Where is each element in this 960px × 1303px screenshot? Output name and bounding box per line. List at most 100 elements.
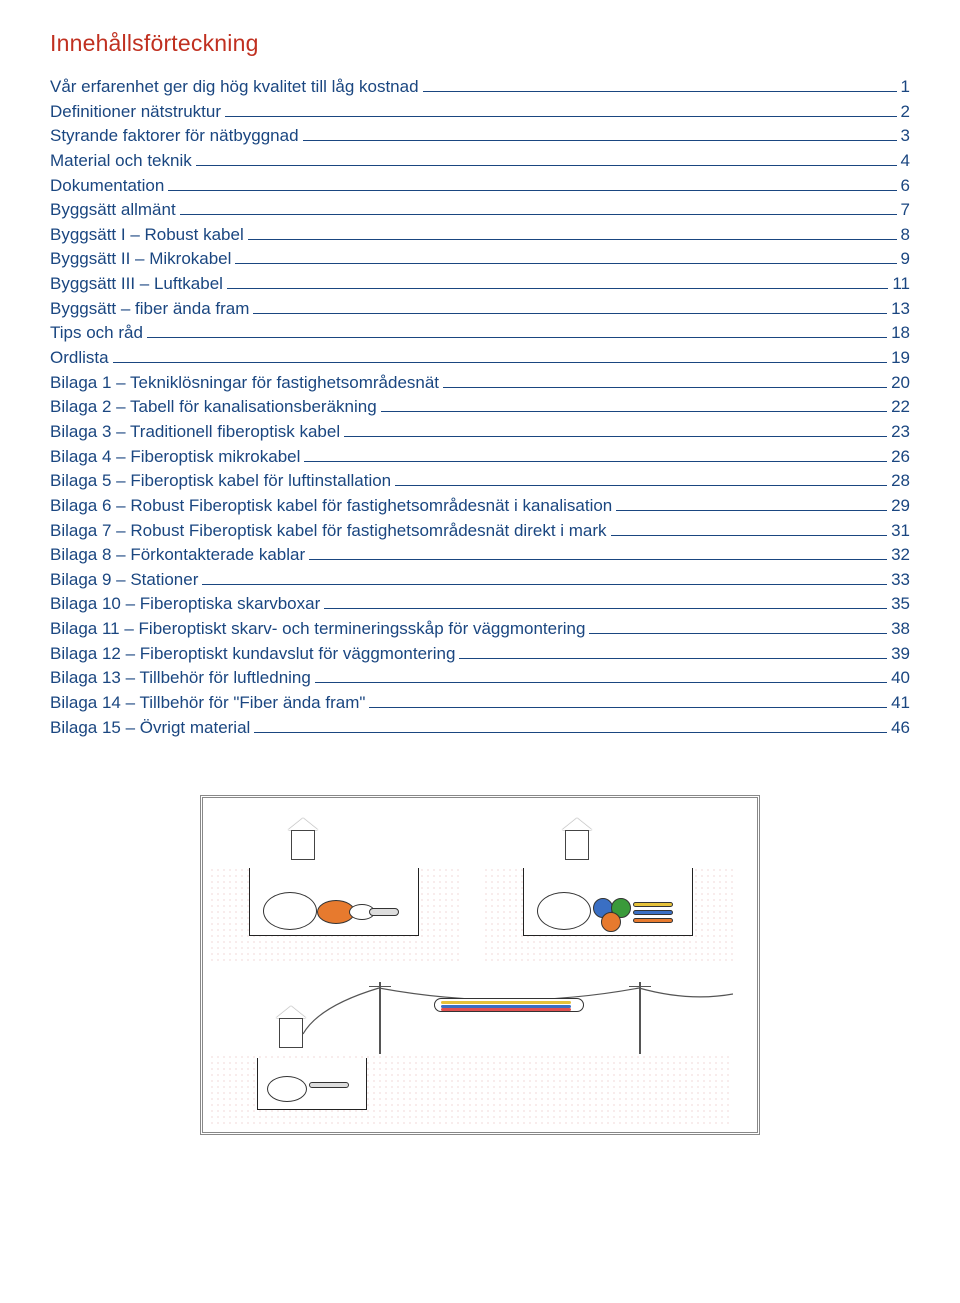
toc-entry[interactable]: Bilaga 9 – Stationer 33 bbox=[50, 568, 910, 593]
toc-entry-label: Styrande faktorer för nätbyggnad bbox=[50, 124, 299, 149]
toc-entry[interactable]: Bilaga 1 – Tekniklösningar för fastighet… bbox=[50, 371, 910, 396]
toc-leader-line bbox=[589, 619, 887, 634]
toc-entry-label: Tips och råd bbox=[50, 321, 143, 346]
toc-entry-page: 1 bbox=[901, 75, 910, 100]
toc-entry[interactable]: Material och teknik 4 bbox=[50, 149, 910, 174]
toc-entry[interactable]: Bilaga 11 – Fiberoptiskt skarv- och term… bbox=[50, 617, 910, 642]
toc-entry-page: 23 bbox=[891, 420, 910, 445]
table-of-contents: Vår erfarenhet ger dig hög kvalitet till… bbox=[50, 75, 910, 740]
toc-entry[interactable]: Bilaga 12 – Fiberoptiskt kundavslut för … bbox=[50, 642, 910, 667]
toc-entry-label: Bilaga 9 – Stationer bbox=[50, 568, 198, 593]
toc-entry[interactable]: Definitioner nätstruktur2 bbox=[50, 100, 910, 125]
toc-leader-line bbox=[147, 323, 887, 338]
toc-leader-line bbox=[254, 717, 887, 732]
toc-leader-line bbox=[611, 520, 888, 535]
toc-entry[interactable]: Styrande faktorer för nätbyggnad3 bbox=[50, 124, 910, 149]
toc-entry[interactable]: Byggsätt allmänt 7 bbox=[50, 198, 910, 223]
toc-entry-label: Bilaga 13 – Tillbehör för luftledning bbox=[50, 666, 311, 691]
toc-entry-page: 28 bbox=[891, 469, 910, 494]
toc-entry-label: Ordlista bbox=[50, 346, 109, 371]
toc-leader-line bbox=[616, 496, 887, 511]
toc-leader-line bbox=[196, 151, 897, 166]
toc-entry-label: Bilaga 5 – Fiberoptisk kabel för luftins… bbox=[50, 469, 391, 494]
toc-leader-line bbox=[225, 101, 897, 116]
toc-entry-label: Bilaga 3 – Traditionell fiberoptisk kabe… bbox=[50, 420, 340, 445]
toc-leader-line bbox=[324, 594, 887, 609]
scene-aerial bbox=[209, 976, 733, 1126]
toc-entry[interactable]: Byggsätt – fiber ända fram13 bbox=[50, 297, 910, 322]
toc-entry-page: 6 bbox=[901, 174, 910, 199]
toc-entry-page: 39 bbox=[891, 642, 910, 667]
toc-entry-label: Bilaga 1 – Tekniklösningar för fastighet… bbox=[50, 371, 439, 396]
toc-entry-label: Bilaga 10 – Fiberoptiska skarvboxar bbox=[50, 592, 320, 617]
toc-leader-line bbox=[113, 348, 888, 363]
toc-leader-line bbox=[344, 422, 887, 437]
toc-entry-label: Bilaga 12 – Fiberoptiskt kundavslut för … bbox=[50, 642, 455, 667]
toc-leader-line bbox=[443, 372, 887, 387]
toc-entry-label: Material och teknik bbox=[50, 149, 192, 174]
cabinet-icon bbox=[291, 818, 321, 860]
overhead-wire-icon bbox=[209, 976, 733, 1056]
toc-entry[interactable]: Bilaga 4 – Fiberoptisk mikrokabel26 bbox=[50, 445, 910, 470]
installation-diagram bbox=[200, 795, 760, 1135]
toc-entry-page: 46 bbox=[891, 716, 910, 741]
toc-leader-line bbox=[180, 200, 897, 215]
toc-entry-label: Bilaga 15 – Övrigt material bbox=[50, 716, 250, 741]
scene-direct-burial bbox=[209, 804, 459, 962]
toc-entry-page: 32 bbox=[891, 543, 910, 568]
toc-entry-page: 31 bbox=[891, 519, 910, 544]
toc-leader-line bbox=[309, 545, 887, 560]
toc-entry-page: 33 bbox=[891, 568, 910, 593]
toc-entry-page: 4 bbox=[901, 149, 910, 174]
toc-leader-line bbox=[168, 175, 896, 190]
toc-entry-page: 35 bbox=[891, 592, 910, 617]
toc-entry-label: Byggsätt allmänt bbox=[50, 198, 176, 223]
toc-entry-label: Bilaga 2 – Tabell för kanalisationsberäk… bbox=[50, 395, 377, 420]
toc-entry[interactable]: Tips och råd 18 bbox=[50, 321, 910, 346]
toc-leader-line bbox=[227, 274, 888, 289]
page-title: Innehållsförteckning bbox=[50, 30, 910, 57]
toc-entry[interactable]: Vår erfarenhet ger dig hög kvalitet till… bbox=[50, 75, 910, 100]
toc-entry-page: 13 bbox=[891, 297, 910, 322]
toc-entry-page: 7 bbox=[901, 198, 910, 223]
toc-leader-line bbox=[315, 668, 887, 683]
toc-entry-page: 19 bbox=[891, 346, 910, 371]
toc-entry-label: Bilaga 11 – Fiberoptiskt skarv- och term… bbox=[50, 617, 585, 642]
toc-leader-line bbox=[235, 249, 896, 264]
cabinet-icon bbox=[565, 818, 595, 860]
toc-entry[interactable]: Byggsätt III – Luftkabel11 bbox=[50, 272, 910, 297]
toc-entry-page: 26 bbox=[891, 445, 910, 470]
toc-entry[interactable]: Dokumentation6 bbox=[50, 174, 910, 199]
toc-entry-page: 38 bbox=[891, 617, 910, 642]
toc-entry[interactable]: Byggsätt I – Robust kabel8 bbox=[50, 223, 910, 248]
toc-entry-page: 41 bbox=[891, 691, 910, 716]
toc-entry[interactable]: Bilaga 2 – Tabell för kanalisationsberäk… bbox=[50, 395, 910, 420]
toc-entry-page: 20 bbox=[891, 371, 910, 396]
toc-entry-label: Vår erfarenhet ger dig hög kvalitet till… bbox=[50, 75, 419, 100]
toc-entry-label: Bilaga 6 – Robust Fiberoptisk kabel för … bbox=[50, 494, 612, 519]
toc-leader-line bbox=[459, 643, 887, 658]
toc-entry-page: 29 bbox=[891, 494, 910, 519]
toc-entry-label: Byggsätt I – Robust kabel bbox=[50, 223, 244, 248]
scene-multi-duct bbox=[483, 804, 733, 962]
toc-entry[interactable]: Bilaga 10 – Fiberoptiska skarvboxar 35 bbox=[50, 592, 910, 617]
toc-entry[interactable]: Bilaga 7 – Robust Fiberoptisk kabel för … bbox=[50, 519, 910, 544]
toc-leader-line bbox=[253, 298, 887, 313]
toc-entry-page: 22 bbox=[891, 395, 910, 420]
toc-entry-page: 2 bbox=[901, 100, 910, 125]
toc-entry[interactable]: Bilaga 13 – Tillbehör för luftledning40 bbox=[50, 666, 910, 691]
toc-entry[interactable]: Bilaga 6 – Robust Fiberoptisk kabel för … bbox=[50, 494, 910, 519]
toc-entry[interactable]: Bilaga 14 – Tillbehör för "Fiber ända fr… bbox=[50, 691, 910, 716]
toc-entry-page: 11 bbox=[892, 272, 910, 297]
toc-entry[interactable]: Bilaga 8 – Förkontakterade kablar 32 bbox=[50, 543, 910, 568]
toc-entry-page: 18 bbox=[891, 321, 910, 346]
toc-entry[interactable]: Bilaga 15 – Övrigt material 46 bbox=[50, 716, 910, 741]
toc-entry[interactable]: Ordlista 19 bbox=[50, 346, 910, 371]
toc-entry[interactable]: Bilaga 5 – Fiberoptisk kabel för luftins… bbox=[50, 469, 910, 494]
toc-entry-label: Bilaga 8 – Förkontakterade kablar bbox=[50, 543, 305, 568]
toc-leader-line bbox=[202, 570, 887, 585]
toc-leader-line bbox=[381, 397, 887, 412]
toc-leader-line bbox=[303, 126, 897, 141]
toc-entry[interactable]: Bilaga 3 – Traditionell fiberoptisk kabe… bbox=[50, 420, 910, 445]
toc-entry[interactable]: Byggsätt II – Mikrokabel9 bbox=[50, 247, 910, 272]
